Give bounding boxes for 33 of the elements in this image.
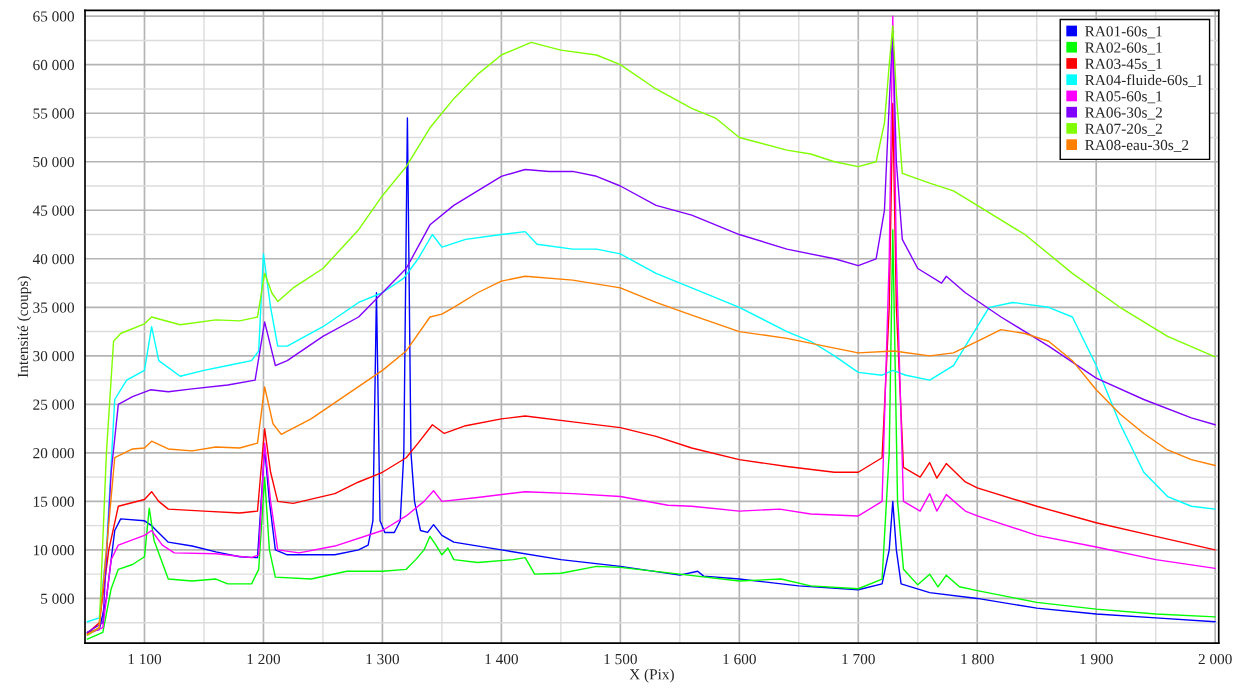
x-tick-label: 1 900 (1080, 653, 1113, 665)
x-tick-label: 1 700 (842, 653, 875, 665)
x-tick-label: 1 400 (485, 653, 518, 665)
y-tick-label: 30 000 (33, 350, 74, 362)
x-axis-title: X (Pix) (629, 668, 674, 683)
legend-label: RA02-60s_1 (1085, 42, 1162, 55)
y-tick-label: 25 000 (33, 399, 74, 410)
x-tick-label: 1 800 (961, 653, 994, 665)
y-tick-label: 35 000 (33, 302, 74, 313)
y-tick-label: 40 000 (32, 253, 74, 265)
y-tick-label: 20 000 (33, 448, 74, 459)
legend-label: RA05-60s_1 (1085, 91, 1162, 104)
y-tick-label: 10 000 (33, 545, 74, 556)
y-tick-label: 50 000 (33, 156, 74, 168)
legend-label: RA06-30s_2 (1085, 107, 1162, 120)
x-tick-label: 1 200 (247, 653, 281, 665)
y-tick-label: 45 000 (32, 205, 74, 216)
legend-label: RA03-45s_1 (1085, 58, 1162, 71)
y-tick-label: 5 000 (41, 593, 74, 604)
legend-label: RA08-eau-30s_2 (1085, 139, 1189, 152)
legend-label: RA01-60s_1 (1085, 26, 1162, 39)
y-axis-title: Intensité (coups) (17, 276, 32, 378)
y-tick-label: 15 000 (33, 496, 74, 507)
x-tick-label: 1 300 (366, 653, 400, 665)
y-tick-label: 60 000 (33, 59, 74, 71)
x-tick-label: 1 500 (604, 653, 637, 665)
x-tick-label: 1 600 (723, 653, 756, 665)
x-tick-label: 1 100 (128, 653, 162, 665)
legend-label: RA07-20s_2 (1085, 123, 1162, 136)
legend-label: RA04-fluide-60s_1 (1085, 74, 1203, 88)
x-tick-label: 2 000 (1198, 653, 1232, 665)
y-tick-label: 55 000 (33, 108, 74, 119)
y-tick-label: 65 000 (33, 11, 74, 22)
